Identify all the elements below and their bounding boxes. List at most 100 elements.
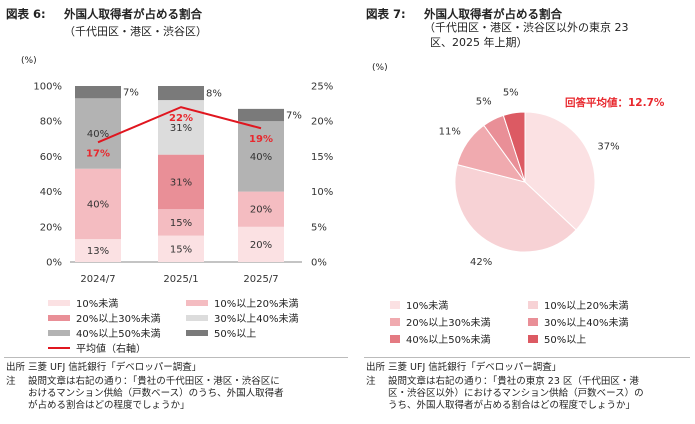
pie-annotation: 回答平均値：12.7% bbox=[565, 96, 665, 109]
y-right-tick-label: 10% bbox=[311, 187, 333, 198]
bar-segment-label: 8% bbox=[206, 89, 222, 100]
right-chart-panel: 図表 7: 外国人取得者が占める割合 （千代田区・港区・渋谷区以外の東京 23 区… bbox=[360, 0, 695, 424]
right-unit-label: (%) bbox=[372, 63, 388, 73]
left-chart-title: 図表 6: 外国人取得者が占める割合 bbox=[6, 6, 202, 22]
right-chart-title: 図表 7: 外国人取得者が占める割合 bbox=[366, 6, 562, 22]
legend-item: 10%未満 bbox=[48, 295, 118, 310]
bar-segment bbox=[158, 209, 204, 236]
pie-slice-label: 5% bbox=[476, 96, 492, 107]
pie-chart: 37% 42% 11% 5% 5% 回答平均値：12.7% bbox=[439, 88, 665, 269]
pie-slice bbox=[524, 111, 596, 231]
average-value-label: 22% bbox=[169, 113, 193, 124]
left-note-line-3: が占める割合はどの程度でしょうか」 bbox=[28, 400, 190, 411]
y-right-tick-label: 25% bbox=[311, 82, 333, 93]
right-title-text: 外国人取得者が占める割合 bbox=[424, 7, 562, 21]
y-right-tick-label: 20% bbox=[311, 117, 333, 128]
legend-item: 50%以上 bbox=[186, 325, 256, 340]
y-left-tick-label: 20% bbox=[40, 222, 62, 233]
bar-segment bbox=[75, 98, 121, 169]
legend-swatch bbox=[390, 334, 400, 343]
bar-segment-label: 40% bbox=[250, 152, 272, 163]
legend-label: 10%未満 bbox=[76, 299, 119, 310]
legend-item: 10%未満 bbox=[390, 297, 448, 312]
bar-segment bbox=[75, 86, 121, 99]
y-left-tick-label: 100% bbox=[33, 82, 62, 93]
legend-line-swatch bbox=[48, 346, 70, 349]
legend-swatch bbox=[48, 329, 70, 336]
bar-segment-label: 20% bbox=[250, 240, 272, 251]
legend-item: 40%以上50%未満 bbox=[48, 325, 160, 340]
pie-slice bbox=[502, 111, 526, 183]
legend-item: 40%以上50%未満 bbox=[390, 331, 490, 346]
pie-slice-label: 11% bbox=[439, 126, 461, 137]
x-tick-label: 2024/7 bbox=[80, 274, 115, 285]
y-left-tick-label: 40% bbox=[40, 187, 62, 198]
bar-segment bbox=[238, 226, 284, 262]
legend-swatch bbox=[48, 314, 70, 321]
y-right-tick-label: 5% bbox=[311, 222, 327, 233]
pie-slice-label: 37% bbox=[597, 141, 619, 152]
legend-item: 平均値（右軸） bbox=[48, 340, 146, 355]
legend-label: 10%未満 bbox=[406, 301, 449, 312]
right-subtitle-line-2: 区、2025 年上期） bbox=[430, 36, 528, 49]
bar-segment bbox=[158, 86, 204, 101]
right-note-line-2: 区・渋谷区以外）におけるマンション供給（戸数ベース）の bbox=[388, 388, 644, 399]
legend-item: 50%以上 bbox=[528, 331, 586, 346]
legend-item: 10%以上20%未満 bbox=[528, 297, 628, 312]
legend-label: 10%以上20%未満 bbox=[214, 299, 299, 310]
legend-label: 20%以上30%未満 bbox=[76, 314, 161, 325]
right-divider bbox=[364, 357, 690, 358]
right-note-label: 注 bbox=[366, 376, 376, 387]
left-title-number: 図表 6: bbox=[6, 7, 46, 21]
legend-label: 40%以上50%未満 bbox=[76, 329, 161, 340]
bar-segment-label: 20% bbox=[250, 205, 272, 216]
average-value-label: 19% bbox=[249, 134, 273, 145]
bar-segment bbox=[158, 154, 204, 210]
average-value-label: 17% bbox=[86, 148, 110, 159]
right-source: 出所 三菱 UFJ 信託銀行「デベロッパー調査」 bbox=[366, 362, 562, 373]
legend-label: 40%以上50%未満 bbox=[406, 335, 491, 346]
legend-swatch bbox=[528, 317, 538, 326]
legend-item: 30%以上40%未満 bbox=[186, 310, 298, 325]
legend-item: 30%以上40%未満 bbox=[528, 314, 628, 329]
left-note-label: 注 bbox=[6, 376, 16, 387]
legend-label: 平均値（右軸） bbox=[76, 344, 146, 355]
y-right-tick-label: 0% bbox=[311, 258, 327, 269]
right-title-number: 図表 7: bbox=[366, 7, 406, 21]
bar-segment-label: 40% bbox=[87, 199, 109, 210]
right-note-line-3: うち、外国人取得者が占める割合はどの程度でしょうか」 bbox=[388, 400, 636, 411]
left-title-text: 外国人取得者が占める割合 bbox=[64, 7, 202, 21]
x-tick-label: 2025/1 bbox=[163, 274, 198, 285]
bar-segment bbox=[158, 235, 204, 262]
legend-label: 10%以上20%未満 bbox=[544, 301, 629, 312]
right-note-line-1: 設問文章は右記の通り：「貴社の東京 23 区（千代田区・港 bbox=[388, 376, 639, 387]
bar-segment-label: 15% bbox=[170, 218, 192, 229]
pie-slice-label: 5% bbox=[503, 88, 519, 99]
bar-segment-label: 7% bbox=[286, 111, 302, 122]
legend-label: 30%以上40%未満 bbox=[214, 314, 299, 325]
bar-segment bbox=[238, 121, 284, 192]
left-note-line-2: おけるマンション供給（戸数ベース）のうち、外国人取得者 bbox=[28, 388, 284, 399]
bar-segment-label: 31% bbox=[170, 177, 192, 188]
y-left-tick-label: 60% bbox=[40, 152, 62, 163]
left-divider bbox=[4, 357, 348, 358]
legend-swatch bbox=[48, 299, 70, 306]
stacked-bar-chart: 0% 20% 40% 60% 80% 100% 0% 5% 10% 15% 20% 25% 13% 40%… bbox=[33, 82, 333, 286]
left-chart-panel: 図表 6: 外国人取得者が占める割合 （千代田区・港区・渋谷区） (%) 0% 20… bbox=[4, 6, 348, 411]
legend-item: 20%以上30%未満 bbox=[390, 314, 490, 329]
bar-segment bbox=[75, 239, 121, 262]
pie-slice-label: 42% bbox=[470, 257, 492, 268]
legend-swatch bbox=[186, 329, 208, 336]
legend-swatch bbox=[528, 300, 538, 309]
legend-swatch bbox=[186, 299, 208, 306]
legend-swatch bbox=[186, 314, 208, 321]
left-source: 出所 三菱 UFJ 信託銀行「デベロッパー調査」 bbox=[6, 362, 202, 373]
bar-segment-label: 15% bbox=[170, 244, 192, 255]
bar-segment-label: 40% bbox=[87, 129, 109, 140]
bar-segment bbox=[158, 100, 204, 155]
legend-swatch bbox=[390, 300, 400, 309]
y-left-tick-label: 80% bbox=[40, 117, 62, 128]
bar-segment bbox=[238, 108, 284, 122]
x-tick-label: 2025/7 bbox=[243, 274, 278, 285]
bar-segment bbox=[75, 168, 121, 240]
